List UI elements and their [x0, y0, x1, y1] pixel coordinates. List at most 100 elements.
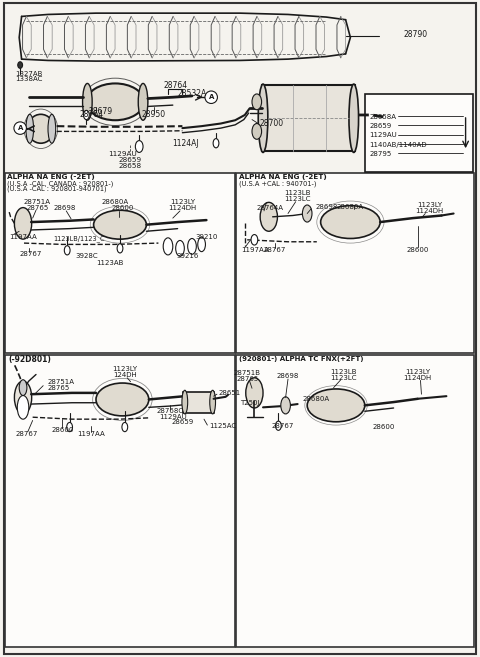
Ellipse shape — [307, 389, 365, 422]
Text: 28600: 28600 — [51, 427, 73, 434]
Ellipse shape — [276, 421, 281, 430]
Text: 1129AU: 1129AU — [108, 151, 137, 158]
Text: 28698: 28698 — [316, 204, 338, 210]
Text: 39210: 39210 — [195, 233, 217, 240]
Ellipse shape — [260, 202, 277, 231]
Ellipse shape — [122, 422, 128, 432]
Text: 1123LY: 1123LY — [405, 369, 430, 375]
Ellipse shape — [117, 244, 123, 253]
Text: 3928C: 3928C — [75, 253, 98, 260]
Text: 28651: 28651 — [218, 390, 240, 396]
Ellipse shape — [14, 381, 32, 414]
Ellipse shape — [138, 83, 148, 120]
Bar — [5, 173, 235, 353]
Ellipse shape — [252, 94, 262, 110]
Ellipse shape — [281, 397, 290, 414]
Ellipse shape — [258, 84, 268, 152]
Text: (U.S.A -CAL, CANADA : 920801-): (U.S.A -CAL, CANADA : 920801-) — [7, 180, 114, 187]
Ellipse shape — [18, 62, 23, 68]
Text: 1197AA: 1197AA — [241, 246, 269, 253]
Ellipse shape — [86, 83, 144, 120]
Text: T250J: T250J — [240, 400, 260, 407]
Text: 28751A: 28751A — [24, 199, 51, 206]
Ellipse shape — [48, 114, 56, 143]
Text: 28764: 28764 — [79, 110, 103, 120]
Text: 28658A: 28658A — [370, 114, 396, 120]
Text: 1140AB/1140AD: 1140AB/1140AD — [370, 141, 427, 148]
Ellipse shape — [188, 238, 196, 254]
Circle shape — [205, 91, 217, 103]
Text: 1197AA: 1197AA — [77, 430, 105, 437]
Text: 28658: 28658 — [118, 162, 141, 169]
Text: 28700: 28700 — [259, 119, 283, 128]
Bar — [183, 392, 214, 413]
Text: (-92D801): (-92D801) — [9, 355, 51, 364]
Ellipse shape — [19, 380, 27, 396]
Text: 1123LB: 1123LB — [284, 190, 311, 196]
Ellipse shape — [198, 237, 205, 252]
Text: 1129AU: 1129AU — [370, 132, 397, 139]
Text: (U.S.A -CAL : 920801-940701): (U.S.A -CAL : 920801-940701) — [7, 185, 107, 192]
Text: 28680A: 28680A — [302, 396, 330, 403]
Text: 28764: 28764 — [163, 81, 187, 90]
Ellipse shape — [176, 240, 184, 256]
Text: 28751A: 28751A — [47, 379, 74, 386]
Text: 28600: 28600 — [407, 246, 429, 253]
Text: 1123LB/1123_C: 1123LB/1123_C — [53, 235, 105, 242]
Text: 1123LB: 1123LB — [330, 369, 357, 375]
Circle shape — [14, 122, 26, 134]
Ellipse shape — [135, 141, 143, 152]
Ellipse shape — [94, 210, 146, 239]
Text: 1124DH: 1124DH — [168, 205, 196, 212]
Bar — [236, 355, 474, 647]
Ellipse shape — [321, 206, 380, 238]
Text: 28659: 28659 — [370, 123, 392, 129]
Ellipse shape — [14, 208, 32, 239]
Text: 28765: 28765 — [26, 205, 48, 212]
Text: 28751B: 28751B — [234, 370, 261, 376]
Bar — [262, 85, 355, 151]
Text: 1129AU: 1129AU — [159, 414, 187, 420]
Bar — [5, 355, 235, 647]
Text: 28532A: 28532A — [178, 89, 206, 99]
Text: 39216: 39216 — [176, 253, 198, 260]
Ellipse shape — [163, 238, 173, 255]
Text: 1123AB: 1123AB — [96, 260, 124, 266]
Ellipse shape — [252, 124, 262, 139]
Text: 28768C: 28768C — [157, 407, 184, 414]
Text: 1125AC: 1125AC — [209, 422, 236, 429]
Text: 1327AB: 1327AB — [15, 70, 43, 77]
Ellipse shape — [246, 378, 263, 408]
Ellipse shape — [64, 246, 70, 255]
Bar — [4, 3, 476, 171]
Text: 28659: 28659 — [171, 419, 193, 426]
Text: 28767: 28767 — [264, 246, 286, 253]
Ellipse shape — [349, 84, 359, 152]
Text: 28767: 28767 — [15, 430, 37, 437]
Text: 28795: 28795 — [370, 150, 392, 157]
Text: 28600: 28600 — [373, 424, 395, 430]
Text: 1124AJ: 1124AJ — [173, 139, 199, 148]
Text: A: A — [17, 125, 23, 131]
Text: 28767: 28767 — [20, 251, 42, 258]
Ellipse shape — [17, 396, 29, 419]
Bar — [236, 173, 474, 353]
Text: 28680A: 28680A — [337, 204, 364, 210]
Text: 28950: 28950 — [142, 110, 166, 120]
Ellipse shape — [251, 235, 258, 245]
Text: 28680A: 28680A — [102, 199, 129, 206]
Text: (U.S.A +CAL : 940701-): (U.S.A +CAL : 940701-) — [239, 180, 316, 187]
Ellipse shape — [84, 110, 89, 120]
Text: 28790: 28790 — [403, 30, 427, 39]
Text: 28600: 28600 — [111, 205, 133, 212]
Text: 1338AC: 1338AC — [15, 76, 43, 83]
Text: 1123LY: 1123LY — [417, 202, 442, 208]
Text: 28765: 28765 — [47, 385, 69, 392]
Text: ALPHA NA ENG (-2ET): ALPHA NA ENG (-2ET) — [239, 174, 327, 181]
Ellipse shape — [210, 390, 216, 414]
Ellipse shape — [213, 139, 219, 148]
Text: 1123LC: 1123LC — [330, 374, 357, 381]
Bar — [365, 94, 473, 172]
Text: 28764A: 28764A — [257, 205, 284, 212]
Text: 28679: 28679 — [89, 107, 113, 116]
